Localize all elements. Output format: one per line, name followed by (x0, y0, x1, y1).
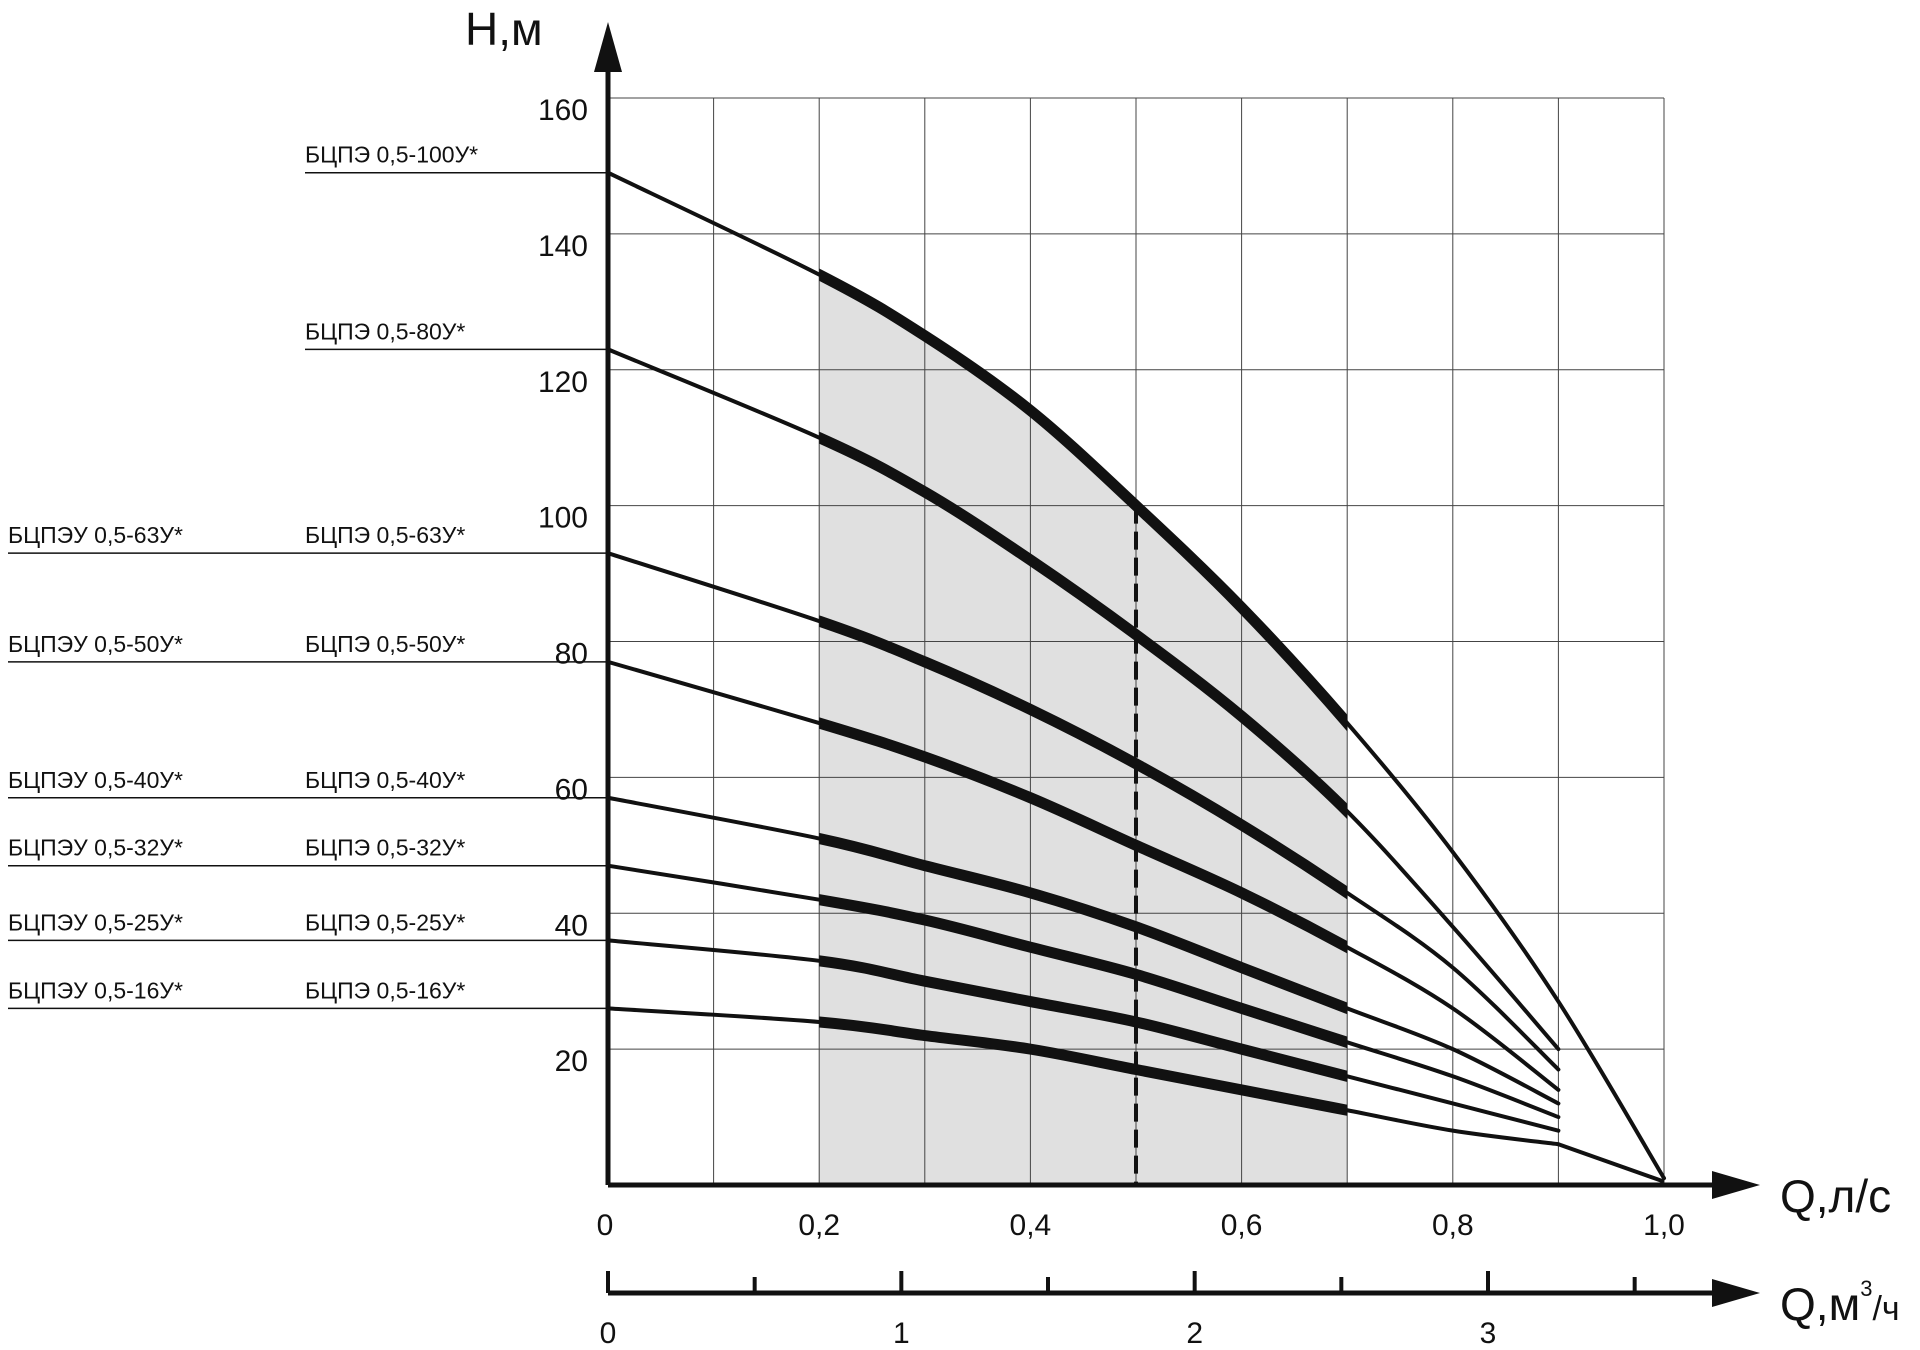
x2-tick-label: 2 (1186, 1317, 1203, 1350)
x-tick-label: 0 (597, 1209, 614, 1242)
x2-tick-label: 0 (600, 1317, 617, 1350)
y-tick-label: 40 (555, 909, 588, 942)
x2-axis-sup: 3 (1860, 1276, 1872, 1301)
y-tick-label: 160 (538, 94, 588, 127)
curve-label: БЦПЭ 0,5-80У* (305, 318, 465, 344)
curve-label: БЦПЭ 0,5-63У* (305, 522, 465, 548)
curve-labels: БЦПЭ 0,5-100У* БЦПЭ 0,5-80У* БЦПЭ 0,5-63У*… (8, 142, 608, 1010)
y-tick-label: 120 (538, 366, 588, 399)
x2-axis-title: Q,м3/ч (1780, 1276, 1900, 1330)
curve-label-left: БЦПЭУ 0,5-50У* (8, 631, 183, 657)
curve-label: БЦПЭ 0,5-40У* (305, 767, 465, 793)
x-axis-arrow (1712, 1171, 1760, 1199)
curve-label: БЦПЭ 0,5-100У* (305, 142, 478, 168)
x2-axis-prefix: Q, (1780, 1278, 1829, 1330)
x-tick-label: 0,2 (798, 1209, 840, 1242)
x2-axis-unit: м (1829, 1278, 1861, 1330)
x2-tick-label: 3 (1480, 1317, 1497, 1350)
y-tick-label: 100 (538, 502, 588, 535)
x2-axis-arrow (1712, 1279, 1760, 1307)
pump-curve-working-segment (819, 268, 1348, 732)
curve-label-left: БЦПЭУ 0,5-63У* (8, 522, 183, 548)
x-axis-title: Q,л/с (1780, 1170, 1891, 1222)
curve-label-left: БЦПЭУ 0,5-32У* (8, 835, 183, 861)
curve-label: БЦПЭ 0,5-50У* (305, 631, 465, 657)
pump-curve-working-segment (819, 955, 1348, 1082)
x2-tick-label: 1 (893, 1317, 910, 1350)
x-tick-label: 1,0 (1643, 1209, 1685, 1242)
curve-label-left: БЦПЭУ 0,5-40У* (8, 767, 183, 793)
curve-label: БЦПЭ 0,5-32У* (305, 835, 465, 861)
axes: 0 1 2 3 0 0,2 0,4 0,6 0,8 1,0 20 40 60 80 100 120 140 160 (538, 22, 1760, 1350)
y-tick-label: 60 (555, 773, 588, 806)
pump-curve-working-segment (819, 431, 1348, 820)
y-tick-label: 20 (555, 1045, 588, 1078)
y-axis-title: H,м (465, 3, 543, 55)
curve-label: БЦПЭ 0,5-16У* (305, 977, 465, 1003)
pump-curve-working-segment (819, 1016, 1348, 1116)
y-tick-label: 140 (538, 230, 588, 263)
x-tick-label: 0,8 (1432, 1209, 1474, 1242)
x-tick-label: 0,6 (1221, 1209, 1263, 1242)
curve-label: БЦПЭ 0,5-25У* (305, 909, 465, 935)
pump-curves (606, 170, 1666, 1185)
y-axis-arrow (594, 22, 622, 72)
curve-label-left: БЦПЭУ 0,5-16У* (8, 977, 183, 1003)
pump-curve-tail (1557, 1142, 1665, 1184)
pump-curve-working-segment (819, 832, 1348, 1015)
pump-curve-working-segment (819, 894, 1348, 1049)
x-tick-label: 0,4 (1010, 1209, 1052, 1242)
x2-axis-suffix: /ч (1872, 1290, 1899, 1328)
pump-curve-working-segment (819, 615, 1348, 900)
y-tick-label: 80 (555, 638, 588, 671)
curve-label-left: БЦПЭУ 0,5-25У* (8, 909, 183, 935)
